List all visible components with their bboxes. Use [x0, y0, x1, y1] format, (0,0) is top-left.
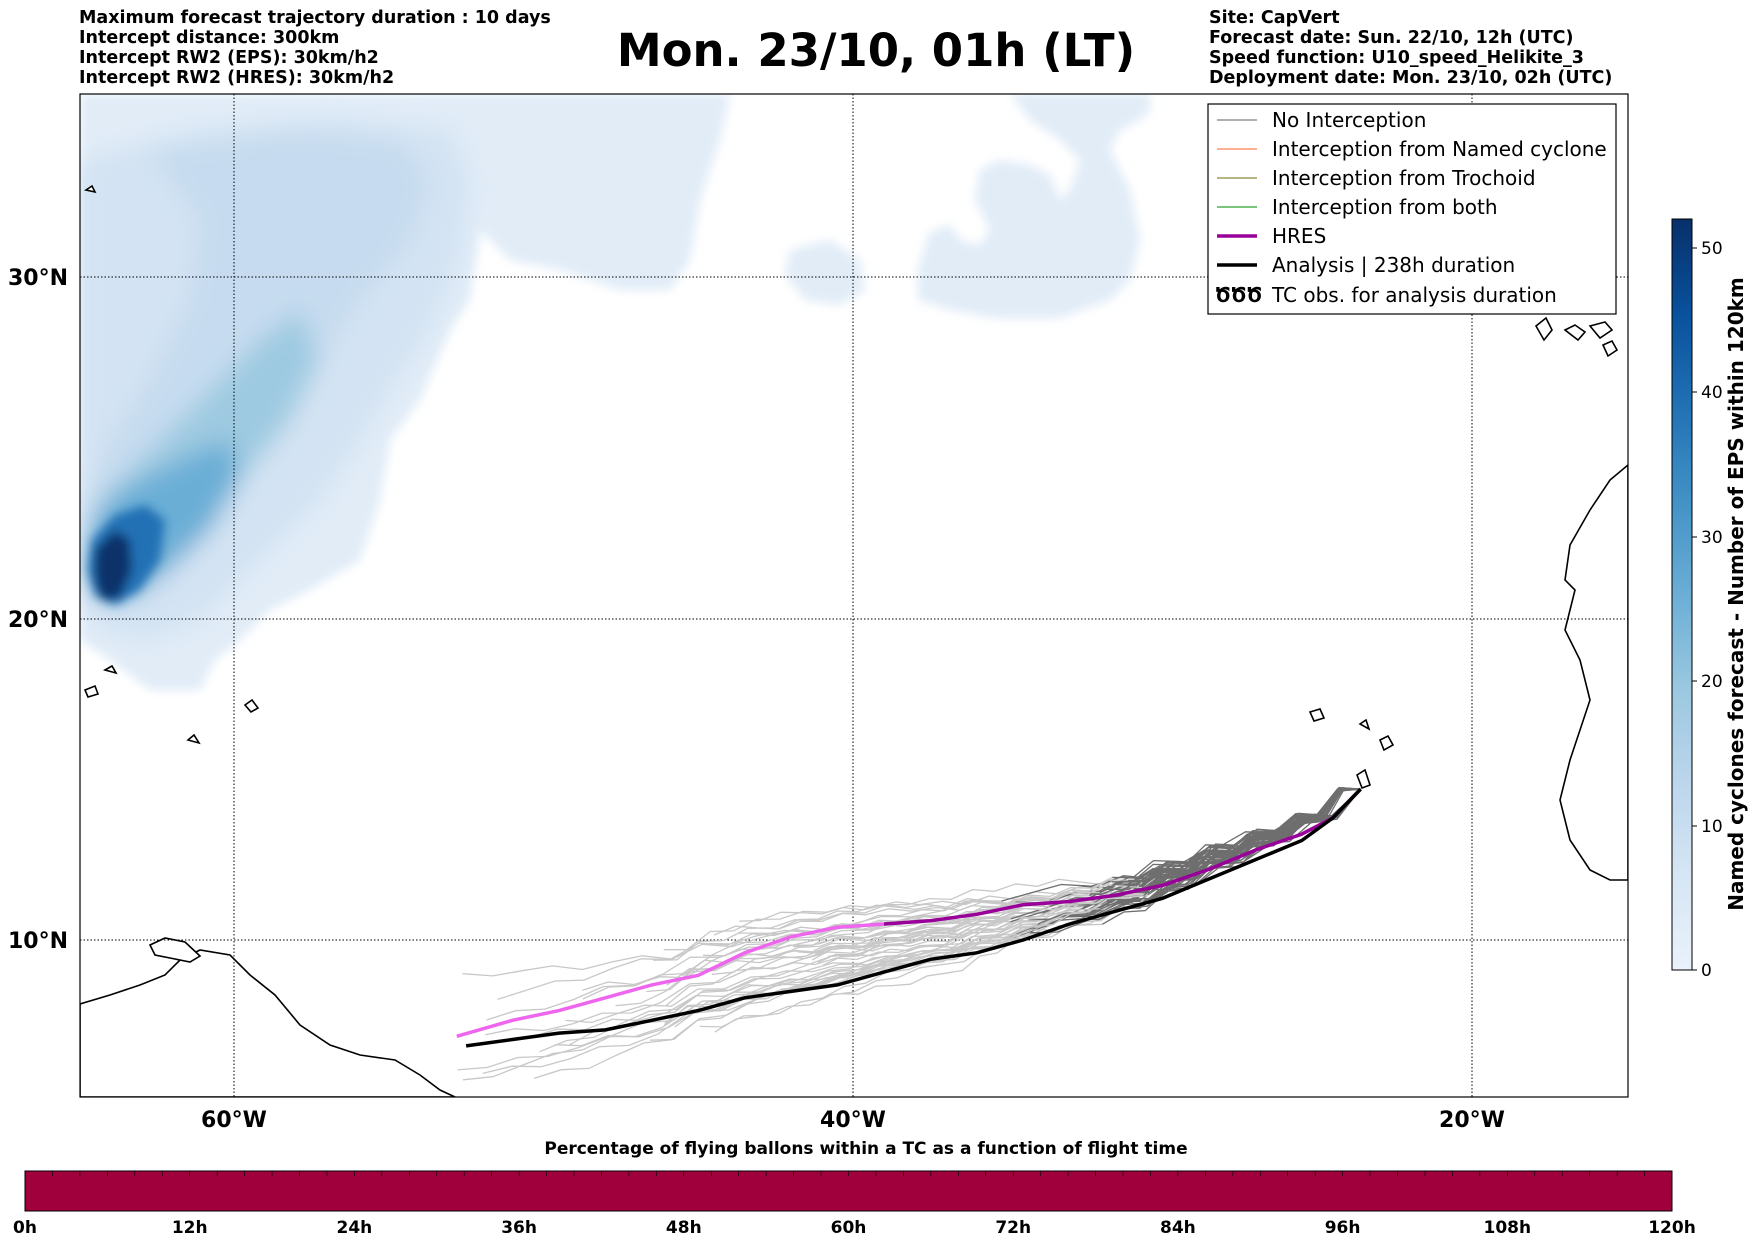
- colorbar-tick-30: 30: [1701, 528, 1723, 548]
- ensemble-track-far: [650, 919, 1077, 1041]
- ensemble-track-far: [822, 891, 1146, 966]
- lat-label-20n: 20°N: [8, 608, 68, 633]
- forecast-date-line: Forecast date: Sun. 22/10, 12h (UTC): [1209, 28, 1574, 48]
- map-layers: [80, 94, 1628, 1097]
- param-line-duration: Maximum forecast trajectory duration : 1…: [79, 8, 551, 28]
- colorbar-tick-0: 0: [1701, 961, 1712, 981]
- ensemble-track-far: [486, 917, 1012, 1021]
- legend-label-tc-obs: TC obs. for analysis duration: [1271, 283, 1557, 307]
- cyclone-density-field: [80, 94, 1150, 690]
- param-line-distance: Intercept distance: 300km: [79, 28, 340, 48]
- flight-time-tick-96h: 96h: [1325, 1218, 1361, 1238]
- flight-time-tick-36h: 36h: [501, 1218, 537, 1238]
- ensemble-track-far: [665, 907, 1083, 1006]
- legend-swatch-tc-obs: ԾԾԾ: [1215, 283, 1262, 307]
- flight-time-tick-0h: 0h: [13, 1218, 37, 1238]
- ensemble-track-far: [615, 905, 1063, 1007]
- flight-time-ticks: [24, 1171, 1673, 1176]
- flight-time-bar: Percentage of flying ballons within a TC…: [13, 1139, 1696, 1238]
- colorbar-ticks: [1692, 247, 1697, 971]
- ensemble-track-far: [565, 912, 1043, 1024]
- flight-time-tick-12h: 12h: [172, 1218, 208, 1238]
- forecast-parameters: Maximum forecast trajectory duration : 1…: [79, 8, 551, 88]
- legend-label-both: Interception from both: [1272, 195, 1498, 219]
- analysis-track: [465, 787, 1362, 1048]
- flight-time-tick-60h: 60h: [831, 1218, 867, 1238]
- site-info: Site: CapVert Forecast date: Sun. 22/10,…: [1209, 8, 1612, 88]
- map-frame: [79, 93, 1629, 1098]
- flight-time-labels: 0h 12h 24h 36h 48h 60h 72h 84h 96h 108h 120h: [13, 1218, 1696, 1238]
- land-coastlines: [80, 184, 1628, 1097]
- ensemble-track-far: [813, 884, 1142, 952]
- lon-label-20w: 20°W: [1439, 1108, 1505, 1133]
- colorbar-tick-50: 50: [1701, 239, 1723, 259]
- ensemble-track-far: [780, 907, 1129, 991]
- longitude-labels: 60°W 40°W 20°W: [201, 1108, 1505, 1133]
- site-line: Site: CapVert: [1209, 8, 1340, 28]
- ensemble-track-near: [1142, 788, 1361, 897]
- flight-time-tick-24h: 24h: [337, 1218, 373, 1238]
- ensemble-track-far: [730, 892, 1110, 978]
- hres-track-near: [883, 787, 1362, 926]
- flight-time-tick-108h: 108h: [1484, 1218, 1532, 1238]
- lat-label-10n: 10°N: [8, 929, 68, 954]
- ensemble-track-far: [539, 925, 1033, 1053]
- legend-label-hres: HRES: [1272, 224, 1326, 248]
- ensemble-track-far: [582, 904, 1050, 1000]
- colorbar-scale: [1671, 218, 1693, 971]
- speed-function-line: Speed function: U10_speed_Helikite_3: [1209, 48, 1584, 68]
- ensemble-track-far: [554, 923, 1039, 1047]
- flight-time-tick-48h: 48h: [666, 1218, 702, 1238]
- flight-time-tick-72h: 72h: [995, 1218, 1031, 1238]
- ensemble-track-far: [699, 920, 1097, 1028]
- flight-time-title: Percentage of flying ballons within a TC…: [544, 1139, 1187, 1159]
- param-line-rw2-eps: Intercept RW2 (EPS): 30km/h2: [79, 48, 379, 68]
- ensemble-track-far: [485, 920, 1011, 1036]
- ensemble-track-far: [817, 895, 1144, 964]
- deployment-date-line: Deployment date: Mon. 23/10, 02h (UTC): [1209, 68, 1613, 88]
- legend-label-named-cyclone: Interception from Named cyclone: [1272, 137, 1607, 161]
- ensemble-track-far: [779, 879, 1129, 930]
- legend: No Interception Interception from Named …: [1207, 103, 1617, 315]
- legend-box: [1207, 103, 1617, 315]
- hres-track-far: [456, 922, 885, 1038]
- colorbar-tick-20: 20: [1701, 672, 1723, 692]
- density-colorbar: 0 10 20 30 40 50 Named cyclones forecast…: [1671, 218, 1748, 981]
- lon-label-60w: 60°W: [201, 1108, 267, 1133]
- flight-time-fill: [24, 1170, 1673, 1212]
- legend-label-no-interception: No Interception: [1272, 108, 1426, 132]
- ensemble-track-far: [797, 889, 1136, 954]
- flight-time-tick-84h: 84h: [1160, 1218, 1196, 1238]
- param-line-rw2-hres: Intercept RW2 (HRES): 30km/h2: [79, 68, 395, 88]
- colorbar-tick-10: 10: [1701, 817, 1723, 837]
- legend-label-trochoid: Interception from Trochoid: [1272, 166, 1536, 190]
- deterministic-tracks: [456, 787, 1362, 1048]
- ensemble-track-far: [664, 911, 1083, 1024]
- lon-label-40w: 40°W: [820, 1108, 886, 1133]
- ensemble-track-far: [841, 889, 1154, 995]
- colorbar-tick-40: 40: [1701, 383, 1723, 403]
- page-title: Mon. 23/10, 01h (LT): [616, 24, 1136, 77]
- lat-label-30n: 30°N: [8, 266, 68, 291]
- legend-label-analysis: Analysis | 238h duration: [1272, 253, 1515, 277]
- flight-time-tick-120h: 120h: [1648, 1218, 1696, 1238]
- colorbar-label: Named cyclones forecast - Number of EPS …: [1724, 277, 1748, 911]
- ensemble-track-far: [713, 878, 1103, 936]
- ensemble-track-far: [582, 898, 1050, 991]
- latitude-labels: 30°N 20°N 10°N: [8, 266, 68, 954]
- ensemble-track-far: [828, 892, 1148, 957]
- ensemble-track-far: [739, 876, 1113, 922]
